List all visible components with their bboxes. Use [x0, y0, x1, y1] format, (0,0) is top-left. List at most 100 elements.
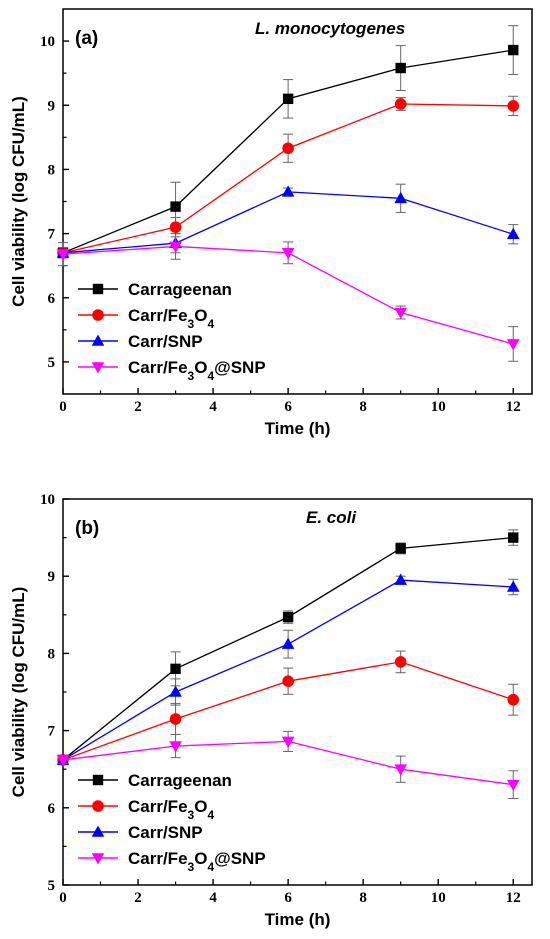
legend-label-part: O: [194, 797, 207, 816]
legend-label: Carr/Fe3O4: [128, 797, 214, 822]
data-point: [394, 573, 407, 585]
x-tick-label: 12: [506, 399, 521, 415]
legend-marker: [92, 800, 104, 812]
data-point: [507, 693, 520, 706]
data-point: [395, 543, 406, 554]
legend-label-part: 4: [207, 317, 214, 331]
legend-label: Carr/Fe3O4: [128, 306, 214, 331]
x-tick-label: 2: [134, 890, 142, 906]
data-point: [281, 248, 295, 260]
data-point: [169, 741, 182, 753]
y-tick-label: 5: [48, 355, 56, 371]
data-point: [56, 755, 70, 767]
legend-marker: [92, 309, 104, 321]
data-point: [395, 62, 406, 74]
panel-label: (b): [75, 518, 99, 539]
data-point: [506, 580, 520, 592]
series-line: [62, 103, 514, 254]
legend-marker: [91, 853, 105, 865]
legend-label-part: Carr/Fe: [128, 306, 188, 325]
x-tick-label: 0: [59, 399, 67, 415]
x-tick-label: 0: [59, 890, 67, 906]
legend-label-part: @SNP: [214, 849, 266, 868]
x-tick-label: 8: [359, 399, 367, 415]
legend-marker: [92, 283, 104, 295]
legend-label-part: 4: [207, 860, 214, 874]
data-point: [506, 779, 520, 792]
data-point: [394, 191, 407, 204]
data-point: [56, 249, 70, 261]
legend-label-part: 4: [207, 369, 214, 383]
x-axis-label: Time (h): [265, 419, 331, 438]
legend-label: Carr/SNP: [128, 332, 203, 351]
data-point: [394, 764, 407, 776]
y-tick-label: 8: [48, 646, 56, 662]
x-tick-label: 10: [431, 890, 446, 906]
data-point: [282, 675, 294, 687]
legend: CarrageenanCarr/Fe3O4Carr/SNPCarr/Fe3O4@…: [78, 771, 266, 874]
x-tick-label: 4: [209, 890, 217, 906]
y-tick-label: 8: [48, 162, 56, 178]
y-tick-label: 6: [48, 801, 56, 817]
legend-marker: [91, 334, 105, 346]
legend-label: Carr/Fe3O4@SNP: [128, 849, 266, 874]
x-tick-label: 12: [506, 890, 521, 906]
legend-label-part: 3: [188, 317, 195, 331]
series-carr-fe3o4-snp: [56, 730, 520, 800]
x-tick-label: 2: [134, 399, 142, 415]
data-point: [169, 241, 182, 253]
data-point: [508, 44, 519, 56]
y-axis-label: Cell viability (log CFU/mL): [9, 587, 28, 798]
data-point: [282, 611, 294, 623]
data-point: [169, 685, 182, 697]
y-tick-label: 7: [48, 724, 56, 740]
legend-label: Carrageenan: [128, 771, 232, 790]
legend-label-part: Carrageenan: [128, 280, 232, 299]
data-point: [506, 339, 520, 351]
panel-title: E. coli: [306, 508, 357, 527]
data-point: [282, 93, 294, 105]
data-point: [169, 713, 182, 725]
legend-label-part: O: [194, 358, 207, 377]
legend-label-part: 3: [188, 808, 195, 822]
x-tick-label: 10: [431, 399, 446, 415]
data-point: [507, 100, 520, 112]
series-carr-fe3o4-snp: [56, 233, 520, 362]
legend: CarrageenanCarr/Fe3O4Carr/SNPCarr/Fe3O4@…: [78, 280, 266, 383]
legend-label: Carrageenan: [128, 280, 232, 299]
legend-label-part: O: [194, 849, 207, 868]
data-point: [170, 663, 181, 675]
legend-marker: [91, 362, 105, 374]
legend-label-part: Carrageenan: [128, 771, 232, 790]
legend-label-part: O: [194, 306, 207, 325]
y-tick-label: 6: [48, 291, 56, 307]
legend-label-part: Carr/Fe: [128, 849, 188, 868]
legend-label-part: @SNP: [214, 358, 266, 377]
series-carrageenan: [57, 529, 519, 766]
data-point: [394, 98, 407, 110]
legend-label-part: Carr/SNP: [128, 823, 203, 842]
x-tick-label: 6: [284, 399, 292, 415]
x-tick-label: 6: [284, 890, 292, 906]
legend-label: Carr/SNP: [128, 823, 203, 842]
series-carr-snp: [56, 573, 520, 765]
data-point: [170, 201, 181, 212]
x-tick-label: 8: [359, 890, 367, 906]
legend-label-part: Carr/Fe: [128, 797, 188, 816]
x-axis-label: Time (h): [265, 910, 331, 929]
y-tick-label: 9: [48, 569, 56, 585]
legend-label: Carr/Fe3O4@SNP: [128, 358, 266, 383]
panel-title: L. monocytogenes: [255, 19, 405, 38]
data-point: [394, 307, 407, 320]
chart-panel-b: 0 2 4 6 8 10 12 5 6 7 8 9 10 Time (h) Cell viability (…: [9, 492, 533, 929]
series-carr-fe3o4: [57, 95, 520, 259]
data-point: [281, 736, 295, 748]
legend-label-part: 3: [188, 860, 195, 874]
legend-label-part: Carr/SNP: [128, 332, 203, 351]
legend-marker: [91, 825, 105, 837]
data-point: [281, 185, 295, 197]
y-tick-label: 9: [48, 98, 56, 114]
legend-label-part: Carr/Fe: [128, 358, 188, 377]
chart-panel-a: 0 2 4 6 8 10 12 5 6 7 8 9 10 Time (h) Cell viability (…: [9, 8, 533, 438]
